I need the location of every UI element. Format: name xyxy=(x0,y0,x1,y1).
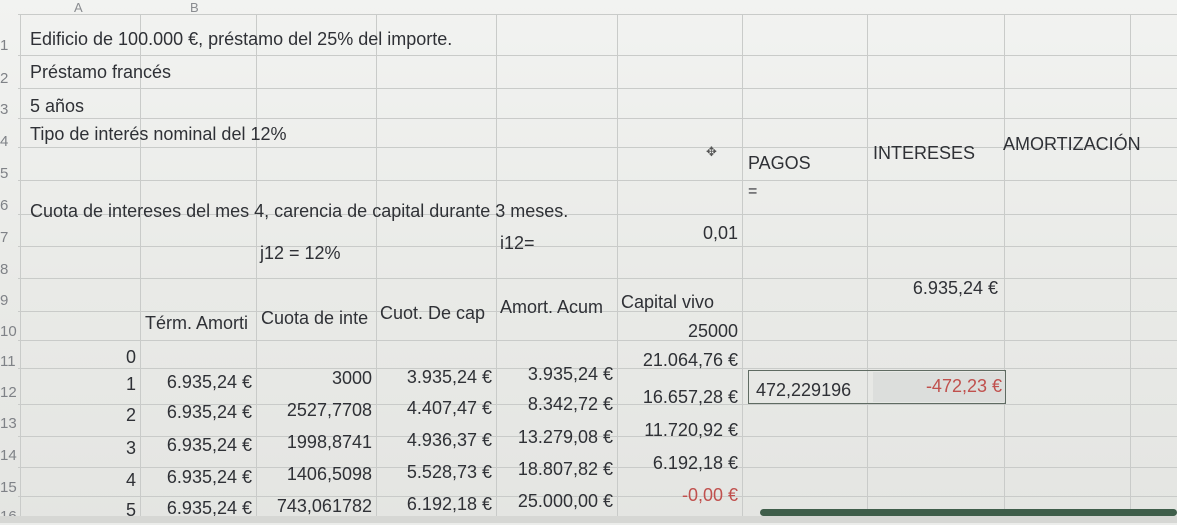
cell-note-interest-rate[interactable]: Tipo de interés nominal del 12% xyxy=(30,124,287,144)
row-number[interactable]: 1 xyxy=(0,37,9,54)
header-intereses[interactable]: INTERESES xyxy=(873,143,976,163)
cell-interest[interactable]: 1406,5098 xyxy=(286,464,372,484)
cell-accum[interactable]: 18.807,82 € xyxy=(517,459,613,479)
cell-capital[interactable]: 4.407,47 € xyxy=(406,398,492,418)
cell-vivo[interactable]: 21.064,76 € xyxy=(642,350,738,370)
cell-interest[interactable]: 743,061782 xyxy=(276,496,372,516)
cell-period[interactable]: 5 xyxy=(125,500,136,520)
row-number[interactable]: 3 xyxy=(0,101,9,118)
cell-capital[interactable]: 3.935,24 € xyxy=(406,367,492,387)
cell-accum[interactable]: 25.000,00 € xyxy=(517,491,613,511)
col-header-term[interactable]: Térm. Amorti xyxy=(145,313,249,333)
row-number[interactable]: 6 xyxy=(0,197,9,214)
header-amortizacion[interactable]: AMORTIZACIÓN xyxy=(1003,134,1141,154)
cell-i12-value[interactable]: 0,01 xyxy=(702,223,738,243)
cell-negative-interest[interactable]: -472,23 € xyxy=(925,376,1002,396)
cell-i12-label[interactable]: i12= xyxy=(500,233,535,253)
cell-vivo[interactable]: 16.657,28 € xyxy=(642,387,738,407)
cell-interest[interactable]: 2527,7708 xyxy=(286,400,372,420)
cell-interest[interactable]: 3000 xyxy=(331,368,372,388)
row-number[interactable]: 4 xyxy=(0,133,9,150)
row-number[interactable]: 2 xyxy=(0,70,9,87)
cell-period[interactable]: 4 xyxy=(125,470,136,490)
col-header-vivo[interactable]: Capital vivo xyxy=(621,292,715,312)
cell-capital[interactable]: 4.936,37 € xyxy=(406,430,492,450)
row-number[interactable]: 9 xyxy=(0,292,9,309)
cell-period[interactable]: 1 xyxy=(125,374,136,394)
cell-note-years[interactable]: 5 años xyxy=(30,96,85,116)
cell-formula-equals[interactable]: = xyxy=(748,183,758,200)
cell-term[interactable]: 6.935,24 € xyxy=(166,402,252,422)
cell-vivo[interactable]: 11.720,92 € xyxy=(644,420,738,440)
row-number[interactable]: 12 xyxy=(0,384,17,401)
row-number[interactable]: 15 xyxy=(0,479,17,496)
col-header-accum[interactable]: Amort. Acum xyxy=(500,297,604,317)
cell-cursor-icon: ✥ xyxy=(706,144,717,159)
row-number[interactable]: 7 xyxy=(0,229,9,246)
cell-note-loan-type[interactable]: Préstamo francés xyxy=(30,62,172,82)
selected-range[interactable] xyxy=(748,370,1006,404)
column-header-a[interactable]: A xyxy=(74,0,83,15)
cell-accum[interactable]: 8.342,72 € xyxy=(527,394,613,414)
cell-capital[interactable]: 5.528,73 € xyxy=(406,462,492,482)
cell-term[interactable]: 6.935,24 € xyxy=(166,435,252,455)
cell-j12[interactable]: j12 = 12% xyxy=(260,243,341,263)
cell-term[interactable]: 6.935,24 € xyxy=(166,372,252,392)
header-pagos[interactable]: PAGOS xyxy=(748,153,811,173)
cell-initial-capital[interactable]: 25000 xyxy=(687,321,738,341)
cell-capital[interactable]: 6.192,18 € xyxy=(406,494,492,514)
cell-period[interactable]: 3 xyxy=(125,438,136,458)
horizontal-scrollbar[interactable] xyxy=(760,509,1177,516)
cell-accum[interactable]: 3.935,24 € xyxy=(527,364,613,384)
cell-vivo[interactable]: 6.192,18 € xyxy=(652,453,738,473)
row-number[interactable]: 14 xyxy=(0,447,17,464)
cell-interest-check[interactable]: 472,229196 xyxy=(756,380,852,400)
row-number[interactable]: 5 xyxy=(0,165,9,182)
cell-vivo[interactable]: -0,00 € xyxy=(681,485,738,505)
row-number[interactable]: 8 xyxy=(0,261,9,278)
cell-note-building[interactable]: Edificio de 100.000 €, préstamo del 25% … xyxy=(30,29,453,49)
cell-pago-value[interactable]: 6.935,24 € xyxy=(912,278,998,298)
cell-interest[interactable]: 1998,8741 xyxy=(286,432,372,452)
col-header-capital[interactable]: Cuot. De cap xyxy=(380,303,486,323)
cell-note-grace-period[interactable]: Cuota de intereses del mes 4, carencia d… xyxy=(30,201,569,221)
cell-term[interactable]: 6.935,24 € xyxy=(166,498,252,518)
col-header-interest[interactable]: Cuota de inte xyxy=(261,308,369,328)
cell-period[interactable]: 2 xyxy=(125,405,136,425)
row-number[interactable]: 11 xyxy=(0,353,16,370)
cell-term[interactable]: 6.935,24 € xyxy=(166,467,252,487)
row-number[interactable]: 13 xyxy=(0,415,17,432)
cell-accum[interactable]: 13.279,08 € xyxy=(517,427,613,447)
cell-period-0[interactable]: 0 xyxy=(125,347,136,367)
column-header-b[interactable]: B xyxy=(190,0,199,15)
row-number[interactable]: 10 xyxy=(0,323,17,340)
